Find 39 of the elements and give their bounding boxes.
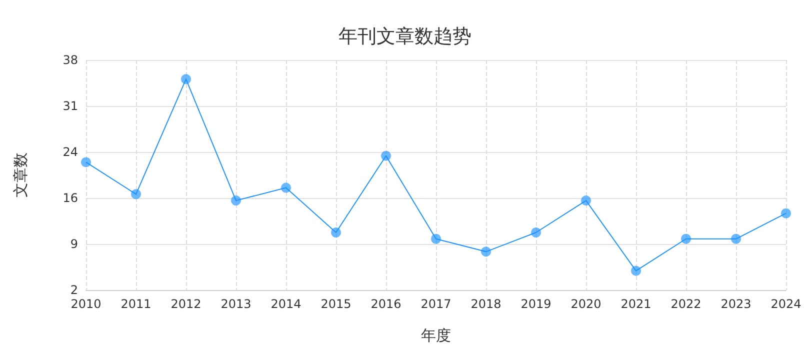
x-tick-label: 2014 bbox=[270, 297, 302, 311]
y-tick-label: 2 bbox=[70, 283, 78, 297]
point bbox=[231, 196, 241, 206]
point bbox=[181, 74, 191, 84]
x-tick-label: 2022 bbox=[670, 297, 702, 311]
point bbox=[681, 234, 691, 244]
point bbox=[281, 182, 291, 193]
point bbox=[481, 246, 491, 257]
point bbox=[81, 157, 91, 168]
x-tick-label: 2023 bbox=[720, 297, 752, 311]
y-tick-label: 38 bbox=[62, 53, 78, 67]
point bbox=[381, 150, 391, 161]
x-tick-label: 2018 bbox=[470, 297, 502, 311]
x-tick-label: 2019 bbox=[520, 297, 552, 311]
x-axis-title: 年度 bbox=[421, 326, 451, 344]
x-tick-label: 2010 bbox=[70, 297, 102, 311]
y-tick-label: 9 bbox=[70, 237, 78, 251]
chart-title: 年刊文章数趋势 bbox=[338, 26, 472, 48]
y-tick-label: 31 bbox=[62, 99, 78, 113]
point bbox=[131, 189, 141, 200]
y-axis-title: 文章数 bbox=[12, 152, 30, 198]
point bbox=[731, 234, 741, 244]
point bbox=[531, 228, 541, 238]
x-tick-label: 2012 bbox=[170, 297, 202, 311]
point bbox=[431, 234, 441, 244]
point bbox=[331, 228, 341, 238]
point bbox=[781, 208, 791, 218]
y-tick-label: 24 bbox=[62, 145, 78, 159]
x-tick-label: 2020 bbox=[570, 297, 602, 311]
x-tick-label: 2021 bbox=[620, 297, 652, 311]
point bbox=[631, 266, 641, 276]
x-tick-label: 2017 bbox=[420, 297, 452, 311]
x-tick-label: 2011 bbox=[120, 297, 152, 311]
x-tick-label: 2024 bbox=[770, 297, 802, 311]
x-tick-label: 2015 bbox=[320, 297, 352, 311]
x-tick-label: 2013 bbox=[220, 297, 252, 311]
point bbox=[581, 196, 591, 206]
x-tick-label: 2016 bbox=[370, 297, 402, 311]
y-tick-label: 16 bbox=[62, 191, 78, 205]
